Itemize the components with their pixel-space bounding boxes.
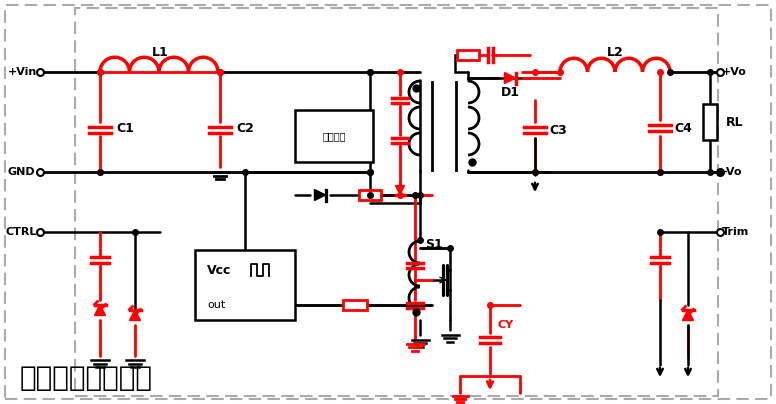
Bar [75,8,718,396]
Text: CTRL: CTRL [5,227,36,237]
Polygon shape [683,309,694,320]
Text: CY: CY [498,320,514,330]
Text: Vcc: Vcc [207,263,231,276]
Text: -Vo: -Vo [722,167,742,177]
Polygon shape [130,309,140,320]
Text: out: out [207,300,225,310]
Text: RL: RL [726,116,743,128]
Polygon shape [314,189,325,200]
Polygon shape [95,305,106,316]
Polygon shape [396,185,404,194]
Text: Trim: Trim [722,227,750,237]
Text: +Vo: +Vo [722,67,747,77]
Text: S1: S1 [425,238,443,252]
Text: 产品内部简单电路: 产品内部简单电路 [20,364,153,392]
Text: C1: C1 [116,122,134,135]
Polygon shape [504,72,515,84]
Text: L1: L1 [151,46,168,59]
Text: D1: D1 [501,86,519,99]
Bar [359,190,381,200]
Bar [703,104,717,140]
Text: 启动电路: 启动电路 [322,131,346,141]
Bar [295,110,373,162]
Text: +Vin: +Vin [8,67,37,77]
Bar [195,250,295,320]
Bar [343,300,367,310]
Text: GND: GND [8,167,36,177]
Bar [457,50,479,60]
Text: C3: C3 [549,124,566,137]
Text: C4: C4 [674,122,692,135]
Text: C2: C2 [236,122,254,135]
Text: L2: L2 [607,46,623,59]
